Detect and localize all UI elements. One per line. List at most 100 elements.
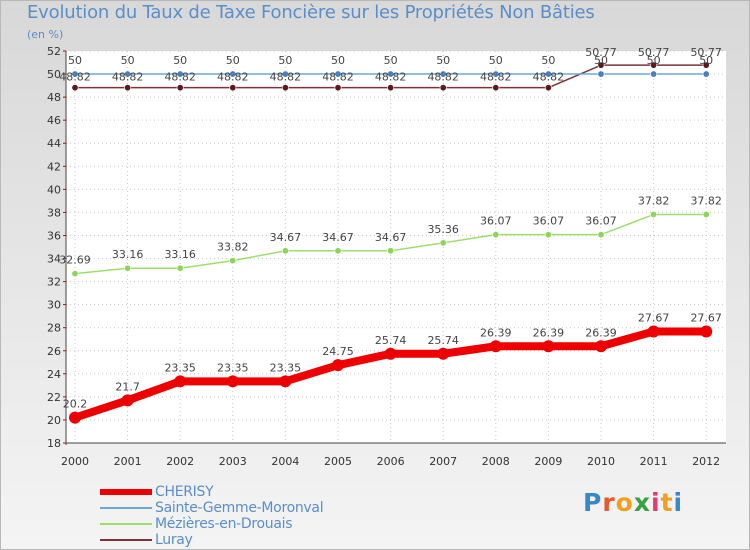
data-point-luray (124, 84, 132, 92)
data-point-cherisy (437, 347, 450, 360)
y-tick-label: 24 (47, 368, 61, 381)
y-tick-label: 32 (47, 276, 61, 289)
data-label-luray: 48.82 (480, 71, 512, 84)
data-point-sainte-gemme-moronval (334, 70, 342, 78)
chart-title: Evolution du Taux de Taxe Foncière sur l… (27, 2, 595, 23)
data-point-mezieres-en-drouais (229, 257, 237, 265)
logo-letter: P (583, 488, 603, 517)
x-tick-label: 2007 (429, 455, 457, 468)
data-point-luray (71, 84, 79, 92)
y-tick-label: 46 (47, 114, 61, 127)
data-point-mezieres-en-drouais (650, 210, 658, 218)
y-tick-label: 48 (47, 91, 61, 104)
x-tick-label: 2003 (219, 455, 247, 468)
data-point-mezieres-en-drouais (597, 231, 605, 239)
data-point-sainte-gemme-moronval (281, 70, 289, 78)
data-point-luray (334, 84, 342, 92)
data-label-sainte-gemme-moronval: 50 (699, 54, 713, 67)
data-point-luray (176, 84, 184, 92)
y-tick-label: 30 (47, 299, 61, 312)
y-tick-label: 26 (47, 345, 61, 358)
data-point-cherisy (647, 325, 660, 338)
y-tick-label: 22 (47, 391, 61, 404)
data-point-mezieres-en-drouais (71, 270, 79, 278)
data-label-cherisy: 21.7 (115, 380, 140, 393)
data-point-sainte-gemme-moronval (229, 70, 237, 78)
data-label-mezieres-en-drouais: 36.07 (585, 215, 617, 228)
x-tick-label: 2012 (692, 455, 720, 468)
data-label-sainte-gemme-moronval: 50 (331, 54, 345, 67)
data-label-luray: 50.77 (690, 46, 722, 59)
data-label-luray: 48.82 (322, 71, 354, 84)
x-tick-label: 2006 (377, 455, 405, 468)
data-label-cherisy: 26.39 (585, 326, 617, 339)
data-point-mezieres-en-drouais (124, 264, 132, 272)
data-label-cherisy: 26.39 (480, 326, 512, 339)
data-label-luray: 48.82 (270, 71, 302, 84)
data-label-luray: 48.82 (533, 71, 565, 84)
data-label-mezieres-en-drouais: 37.82 (690, 194, 722, 207)
data-label-luray: 48.82 (375, 71, 407, 84)
data-label-cherisy: 23.35 (164, 361, 196, 374)
x-tick-label: 2001 (114, 455, 142, 468)
data-point-luray (492, 84, 500, 92)
data-label-cherisy: 25.74 (375, 334, 407, 347)
logo-letter: i (673, 488, 684, 517)
legend-label: Mézières-en-Drouais (155, 516, 293, 532)
data-point-luray (439, 84, 447, 92)
legend-swatch-mezieres-en-drouais (100, 523, 152, 525)
data-label-mezieres-en-drouais: 36.07 (533, 215, 565, 228)
data-label-cherisy: 27.67 (638, 312, 670, 325)
data-point-cherisy (174, 375, 187, 388)
y-tick-label: 38 (47, 206, 61, 219)
data-point-cherisy (69, 411, 81, 424)
data-label-luray: 48.82 (59, 71, 91, 84)
data-label-mezieres-en-drouais: 33.82 (217, 241, 249, 254)
data-label-cherisy: 23.35 (270, 361, 302, 374)
data-label-cherisy: 25.74 (427, 334, 459, 347)
data-label-sainte-gemme-moronval: 50 (278, 54, 292, 67)
data-point-mezieres-en-drouais (544, 231, 552, 239)
legend-swatch-cherisy (100, 489, 152, 495)
x-tick-label: 2008 (482, 455, 510, 468)
data-label-mezieres-en-drouais: 34.67 (322, 231, 354, 244)
data-point-mezieres-en-drouais (439, 239, 447, 247)
data-label-sainte-gemme-moronval: 50 (436, 54, 450, 67)
data-label-sainte-gemme-moronval: 50 (173, 54, 187, 67)
data-label-sainte-gemme-moronval: 50 (68, 54, 82, 67)
data-point-mezieres-en-drouais (281, 247, 289, 255)
data-point-cherisy (384, 347, 397, 360)
legend-label: Sainte-Gemme-Moronval (155, 500, 324, 516)
series-layer (69, 61, 713, 424)
data-point-mezieres-en-drouais (492, 231, 500, 239)
legend-label: CHERISY (155, 484, 214, 500)
y-tick-label: 40 (47, 183, 61, 196)
data-point-luray (702, 61, 710, 69)
chart-subtitle: (en %) (27, 28, 64, 41)
data-point-sainte-gemme-moronval (650, 70, 658, 78)
data-label-sainte-gemme-moronval: 50 (541, 54, 555, 67)
data-point-sainte-gemme-moronval (71, 70, 79, 78)
data-point-mezieres-en-drouais (702, 210, 710, 218)
data-point-mezieres-en-drouais (387, 247, 395, 255)
data-label-sainte-gemme-moronval: 50 (489, 54, 503, 67)
data-point-sainte-gemme-moronval (439, 70, 447, 78)
x-tick-label: 2002 (166, 455, 194, 468)
x-tick-label: 2010 (587, 455, 615, 468)
data-label-cherisy: 26.39 (533, 326, 565, 339)
x-tick-label: 2011 (640, 455, 668, 468)
y-tick-label: 20 (47, 414, 61, 427)
y-tick-label: 52 (47, 45, 61, 58)
data-label-sainte-gemme-moronval: 50 (226, 54, 240, 67)
data-point-sainte-gemme-moronval (387, 70, 395, 78)
data-point-sainte-gemme-moronval (597, 70, 605, 78)
data-label-cherisy: 27.67 (690, 312, 722, 325)
data-label-cherisy: 20.2 (63, 398, 88, 411)
data-labels-layer: 50 50 50 50 50 50 50 50 50 50 50 50 50 48.82 48.82 48.8… (59, 46, 722, 410)
data-point-mezieres-en-drouais (176, 264, 184, 272)
data-point-luray (387, 84, 395, 92)
y-tick-label: 42 (47, 160, 61, 173)
data-label-mezieres-en-drouais: 33.16 (164, 248, 196, 261)
data-point-luray (544, 84, 552, 92)
logo-letter: x (633, 488, 651, 517)
